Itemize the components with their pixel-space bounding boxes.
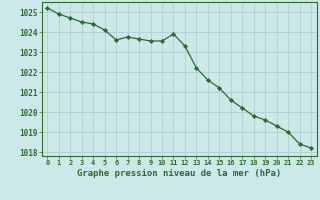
X-axis label: Graphe pression niveau de la mer (hPa): Graphe pression niveau de la mer (hPa) — [77, 169, 281, 178]
